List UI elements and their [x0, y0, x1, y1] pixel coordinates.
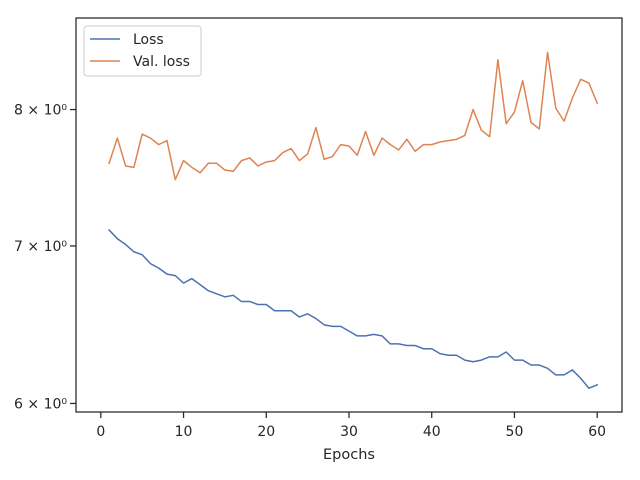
x-tick-label: 40 [423, 424, 441, 440]
x-axis: 0 10 20 30 40 50 60 [96, 412, 606, 440]
y-tick-label: 6 × 10⁰ [14, 396, 67, 412]
series-layer [108, 51, 599, 389]
x-tick-label: 20 [257, 424, 275, 440]
series-line-1 [108, 51, 599, 181]
y-tick-label: 7 × 10⁰ [14, 239, 67, 255]
y-tick-label: 8 × 10⁰ [14, 103, 67, 119]
x-tick-label: 50 [506, 424, 524, 440]
x-tick-label: 30 [340, 424, 358, 440]
legend-label-1: Val. loss [133, 54, 190, 70]
y-axis: 6 × 10⁰ 7 × 10⁰ 8 × 10⁰ [14, 103, 76, 412]
x-tick-label: 0 [96, 424, 105, 440]
x-tick-label: 60 [588, 424, 606, 440]
plot-area [76, 18, 622, 412]
legend-label-0: Loss [133, 32, 164, 48]
legend: Loss Val. loss [83, 25, 202, 77]
x-axis-title: Epochs [323, 447, 375, 463]
x-tick-label: 10 [175, 424, 193, 440]
series-line-0 [108, 228, 599, 389]
